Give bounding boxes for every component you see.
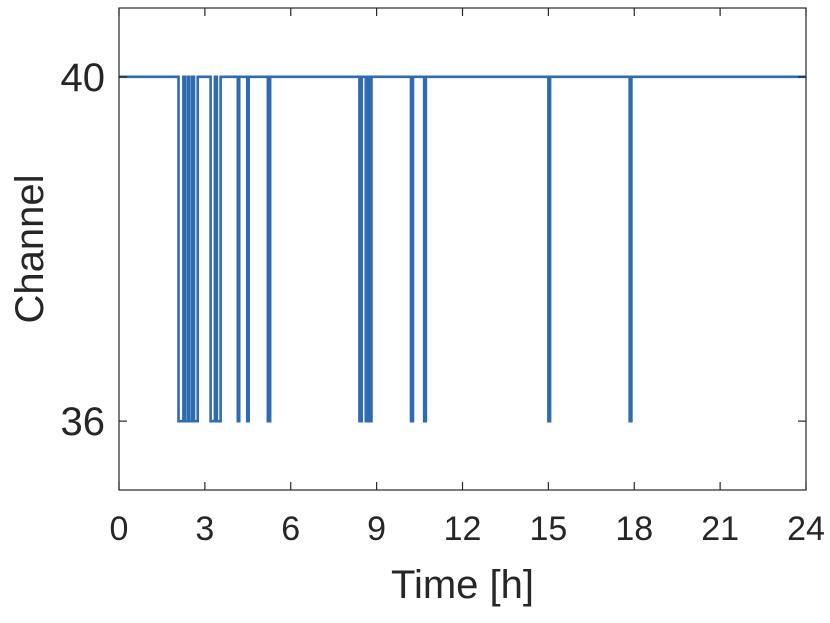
series-line-0 — [119, 75, 806, 423]
x-axis-title: Time [h] — [391, 563, 534, 607]
y-axis-title: Channel — [8, 174, 52, 323]
x-tick-label: 3 — [195, 510, 214, 548]
x-tick-label: 12 — [444, 510, 482, 548]
x-tick-label: 21 — [701, 510, 739, 548]
series-layer — [119, 75, 806, 423]
x-tick-label: 24 — [787, 510, 825, 548]
x-tick-label: 6 — [281, 510, 300, 548]
y-tick-label: 36 — [61, 400, 106, 444]
x-tick-label: 0 — [110, 510, 129, 548]
x-tick-label: 18 — [615, 510, 653, 548]
x-tick-label: 9 — [367, 510, 386, 548]
y-tick-label: 40 — [61, 56, 106, 100]
plot-background — [119, 8, 806, 490]
x-tick-label: 15 — [529, 510, 567, 548]
